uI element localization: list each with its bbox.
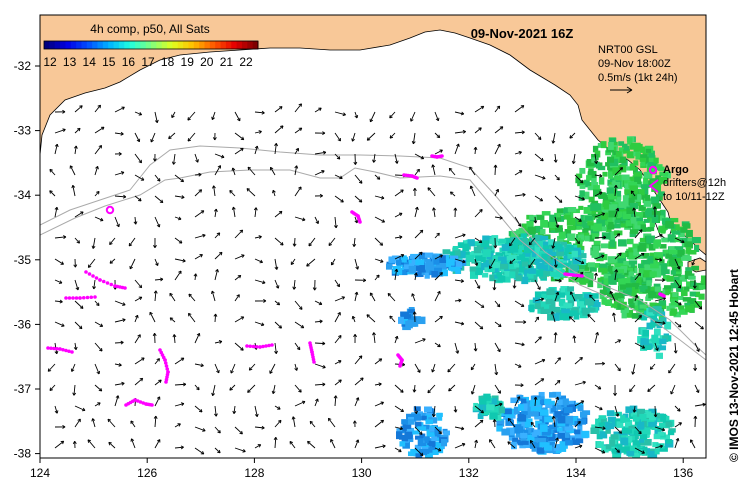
colorbar-title: 4h comp, p50, All Sats [90,22,209,36]
colorbar-tick-13: 13 [63,55,77,69]
colorbar-tick-14: 14 [83,55,97,69]
drifter-track-5 [245,343,274,349]
y-tick--32: -32 [14,59,32,73]
argo-float [105,205,115,215]
y-tick--34: -34 [14,188,32,202]
map-date-title: 09-Nov-2021 16Z [471,26,574,41]
y-tick--35: -35 [14,253,32,267]
colorbar-tick-21: 21 [220,55,234,69]
drifter-track-0 [84,270,127,290]
shelf-contour-2 [40,167,706,361]
drifter-track-6 [308,341,316,364]
drifter-tracks [46,154,666,407]
colorbar-tick-19: 19 [181,55,195,69]
legend-drifters-1: drifters@12h [663,177,726,189]
y-tick--33: -33 [14,124,32,138]
imos-credit: © IMOS 13-Nov-2021 12:45 Hobart [727,269,741,462]
legend-scale: 0.5m/s (1kt 24h) [598,72,677,84]
colorbar-tick-15: 15 [102,55,116,69]
colorbar: 12 13 14 15 16 17 18 19 20 21 22 [43,41,259,69]
argo-marker-icon [648,165,658,175]
drifter-track-2 [46,346,74,354]
drifter-track-11 [563,272,584,278]
drifter-track-4 [124,398,154,407]
x-tick-134: 134 [566,466,586,480]
drifter-track-10 [430,154,444,159]
drifter-track-8 [350,210,362,224]
drifter-track-3 [158,348,170,384]
colorbar-frame [43,40,259,50]
drifter-track-1 [64,295,97,300]
x-tick-136: 136 [673,466,693,480]
x-axis: 124 126 128 130 132 134 136 [30,458,694,480]
shelf-contour-1 [40,145,706,356]
x-tick-124: 124 [30,466,50,480]
y-tick--36: -36 [14,317,32,331]
drifter-track-7 [396,353,404,368]
drifter-track-9 [402,173,419,180]
drifter-track-12 [658,292,666,298]
y-axis: -32 -33 -34 -35 -36 -37 -38 [14,59,40,461]
colorbar-tick-20: 20 [200,55,214,69]
y-tick--37: -37 [14,382,32,396]
legend-product: NRT00 GSL [598,44,658,56]
y-tick--38: -38 [14,447,32,461]
x-tick-130: 130 [352,466,372,480]
colorbar-tick-18: 18 [161,55,175,69]
sst-patches [385,136,706,458]
scale-arrow [610,86,633,94]
legend-time: 09-Nov 18:00Z [598,58,671,70]
colorbar-tick-22: 22 [239,55,253,69]
legend-drifters-2: to 10/11-12Z [663,191,725,203]
legend-argo: Argo [663,164,689,176]
colorbar-tick-17: 17 [141,55,155,69]
drifter-marker-icon [648,179,659,193]
colorbar-tick-16: 16 [122,55,136,69]
x-tick-132: 132 [459,466,479,480]
x-tick-126: 126 [137,466,157,480]
current-vectors [47,103,706,457]
colorbar-tick-12: 12 [43,55,57,69]
x-tick-128: 128 [244,466,264,480]
plot-frame [39,14,707,459]
